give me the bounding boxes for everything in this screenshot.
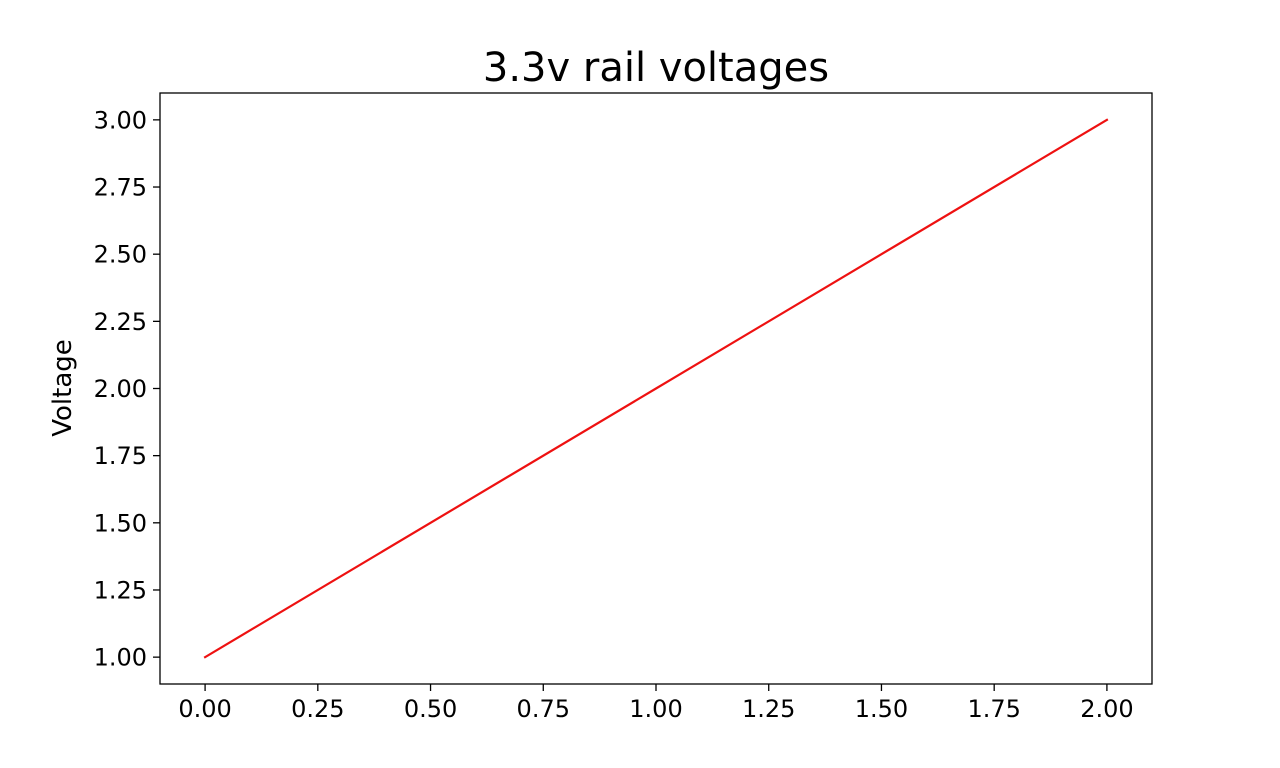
y-tick-label: 2.50 <box>94 241 147 269</box>
chart-title: 3.3v rail voltages <box>483 45 829 91</box>
y-tick-label: 1.00 <box>94 644 147 672</box>
x-tick-label: 1.75 <box>967 695 1020 723</box>
y-tick-label: 1.75 <box>94 442 147 470</box>
y-tick-label: 2.00 <box>94 375 147 403</box>
x-axis-ticks: 0.00 0.25 0.50 0.75 1.00 1.25 1.50 1.75 2.00 <box>178 684 1134 723</box>
x-tick-label: 1.25 <box>742 695 795 723</box>
y-tick-label: 2.75 <box>94 174 147 202</box>
series-line <box>203 118 1109 659</box>
x-tick-label: 2.00 <box>1080 695 1133 723</box>
y-tick-label: 1.25 <box>94 576 147 604</box>
x-tick-label: 1.00 <box>629 695 682 723</box>
y-tick-label: 2.25 <box>94 308 147 336</box>
y-tick-label: 1.50 <box>94 509 147 537</box>
x-tick-label: 0.00 <box>178 695 231 723</box>
axes-frame <box>159 92 1153 685</box>
x-tick-label: 0.25 <box>291 695 344 723</box>
y-tick-label: 3.00 <box>94 106 147 134</box>
y-axis-ticks: 1.00 1.25 1.50 1.75 2.00 2.25 2.50 2.75 3.00 <box>94 106 160 672</box>
x-tick-label: 0.50 <box>404 695 457 723</box>
series-layer <box>203 118 1109 659</box>
y-axis-label: Voltage <box>48 339 78 437</box>
x-tick-label: 1.50 <box>855 695 908 723</box>
x-tick-label: 0.75 <box>517 695 570 723</box>
